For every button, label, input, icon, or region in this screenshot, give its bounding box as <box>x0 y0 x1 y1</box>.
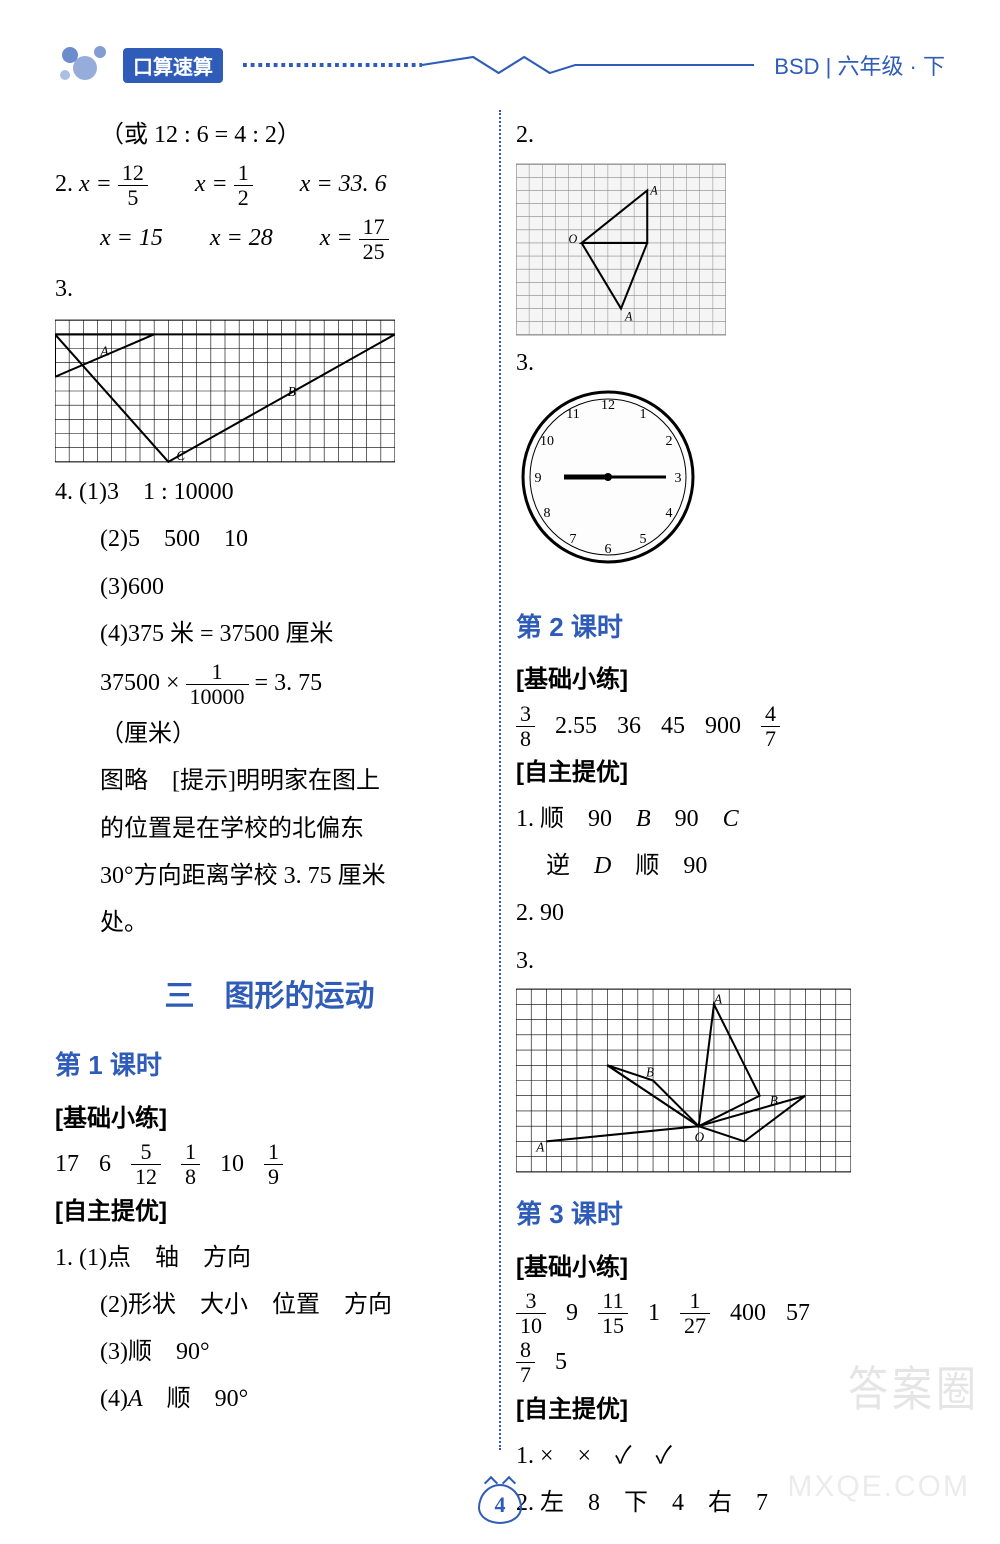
svg-text:A: A <box>624 310 633 324</box>
svg-text:8: 8 <box>544 506 551 521</box>
answer-fraction: 38 <box>516 702 535 751</box>
q4-10: 处。 <box>55 902 484 945</box>
q4-1: 4. (1)3 1 : 10000 <box>55 471 484 514</box>
l2-s1: 1. 顺 90 B 90 C <box>516 798 945 841</box>
answer-value: 900 <box>705 705 741 748</box>
answer-value: 45 <box>661 705 685 748</box>
l1-s2: (2)形状 大小 位置 方向 <box>55 1284 484 1327</box>
answer-value: 9 <box>566 1292 578 1335</box>
left-column: （或 12 : 6 = 4 : 2） 2. x = 125 x = 12 x =… <box>55 110 499 1450</box>
header-right-text: BSD | 六年级 · 下 <box>774 49 945 81</box>
lesson2-self-label: [自主提优] <box>516 751 945 794</box>
q4-3: (3)600 <box>55 566 484 609</box>
svg-text:5: 5 <box>640 532 647 547</box>
q2-row1: 2. x = 125 x = 12 x = 33. 6 <box>55 161 484 210</box>
q4-9: 30°方向距离学校 3. 75 厘米 <box>55 855 484 898</box>
text-line: （或 12 : 6 = 4 : 2） <box>55 114 484 157</box>
svg-text:10: 10 <box>540 434 554 449</box>
lesson2-basic-answers: 38 2.55 36 45 900 47 <box>516 702 945 751</box>
lesson2-title: 第 2 课时 <box>516 604 945 651</box>
answer-fraction: 512 <box>131 1140 161 1189</box>
svg-text:7: 7 <box>570 532 577 547</box>
answer-value: 17 <box>55 1143 79 1186</box>
svg-text:1: 1 <box>640 407 647 422</box>
svg-text:B: B <box>646 1064 654 1079</box>
r-q3: 3. 1212 345 678 91011 <box>516 342 945 585</box>
q4-4: (4)375 米 = 37500 厘米 <box>55 613 484 656</box>
lesson1-title: 第 1 课时 <box>55 1042 484 1089</box>
svg-text:4: 4 <box>666 506 673 521</box>
q4-8: 的位置是在学校的北偏东 <box>55 808 484 851</box>
svg-text:A: A <box>100 344 110 359</box>
svg-text:B: B <box>770 1093 778 1108</box>
svg-text:A: A <box>713 991 723 1006</box>
l2-s2: 逆 D 顺 90 <box>516 845 945 888</box>
page-number: 4 <box>478 1484 522 1524</box>
lesson3-basic-label: [基础小练] <box>516 1246 945 1289</box>
answer-fraction: 19 <box>264 1140 283 1189</box>
q4-6: （厘米） <box>55 713 484 756</box>
svg-text:B: B <box>288 384 296 399</box>
l1-s3: (3)顺 90° <box>55 1331 484 1374</box>
l1-s1: 1. (1)点 轴 方向 <box>55 1237 484 1280</box>
answer-value: 5 <box>555 1341 567 1384</box>
section-title: 三 图形的运动 <box>55 970 484 1024</box>
answer-fraction: 1115 <box>598 1289 628 1338</box>
svg-text:O: O <box>569 232 578 246</box>
q4-5: 37500 × 110000 = 3. 75 <box>55 660 484 709</box>
svg-text:11: 11 <box>566 407 579 422</box>
q4-2: (2)5 500 10 <box>55 518 484 561</box>
answer-value: 1 <box>648 1292 660 1335</box>
answer-fraction: 310 <box>516 1289 546 1338</box>
answer-value: 36 <box>617 705 641 748</box>
grid-figure-left-3: A B C <box>55 316 395 466</box>
page-header: 口算速算 BSD | 六年级 · 下 <box>55 40 945 90</box>
watermark-1: 答案圈 <box>848 1350 980 1420</box>
svg-text:O: O <box>695 1129 705 1144</box>
q4-7: 图略 [提示]明明家在图上 <box>55 760 484 803</box>
grid-figure-right-2: O A A <box>516 162 726 337</box>
answer-fraction: 87 <box>516 1338 535 1387</box>
answer-value: 6 <box>99 1143 111 1186</box>
svg-text:2: 2 <box>666 434 673 449</box>
logo-area: 口算速算 <box>55 40 223 90</box>
svg-text:A: A <box>649 184 658 198</box>
answer-value: 2.55 <box>555 705 597 748</box>
svg-text:12: 12 <box>601 398 615 413</box>
right-column: 2. O A A 3. <box>501 110 945 1450</box>
answer-value: 57 <box>786 1292 810 1335</box>
lesson3-basic-r1: 310 9 1115 1 127 400 57 <box>516 1289 945 1338</box>
lesson2-basic-label: [基础小练] <box>516 658 945 701</box>
svg-text:C: C <box>176 448 185 463</box>
answer-fraction: 47 <box>761 702 780 751</box>
r-q2: 2. O A A <box>516 114 945 337</box>
q3: 3. A B C <box>55 268 484 466</box>
svg-text:3: 3 <box>675 471 682 486</box>
svg-text:6: 6 <box>605 542 612 557</box>
answer-fraction: 18 <box>181 1140 200 1189</box>
l1-s4: (4)A 顺 90° <box>55 1378 484 1421</box>
answer-fraction: 127 <box>680 1289 710 1338</box>
header-divider <box>243 55 754 75</box>
watermark-2: MXQE.COM <box>787 1470 970 1504</box>
grid-figure-lesson2-3: A B O B A <box>516 988 851 1173</box>
svg-text:A: A <box>535 1139 545 1154</box>
logo-badge: 口算速算 <box>123 48 223 83</box>
lesson1-self-label: [自主提优] <box>55 1190 484 1233</box>
answer-value: 400 <box>730 1292 766 1335</box>
logo-decoration <box>55 40 115 90</box>
lesson3-title: 第 3 课时 <box>516 1191 945 1238</box>
l2-s4: 3. A B O B <box>516 940 945 1173</box>
q2-row2: x = 15 x = 28 x = 1725 <box>55 215 484 264</box>
clock-figure: 1212 345 678 91011 <box>516 385 701 570</box>
lesson1-basic-answers: 17 6 512 18 10 19 <box>55 1140 484 1189</box>
lesson1-basic-label: [基础小练] <box>55 1097 484 1140</box>
answer-value: 10 <box>220 1143 244 1186</box>
svg-text:9: 9 <box>535 471 542 486</box>
l2-s3: 2. 90 <box>516 892 945 935</box>
